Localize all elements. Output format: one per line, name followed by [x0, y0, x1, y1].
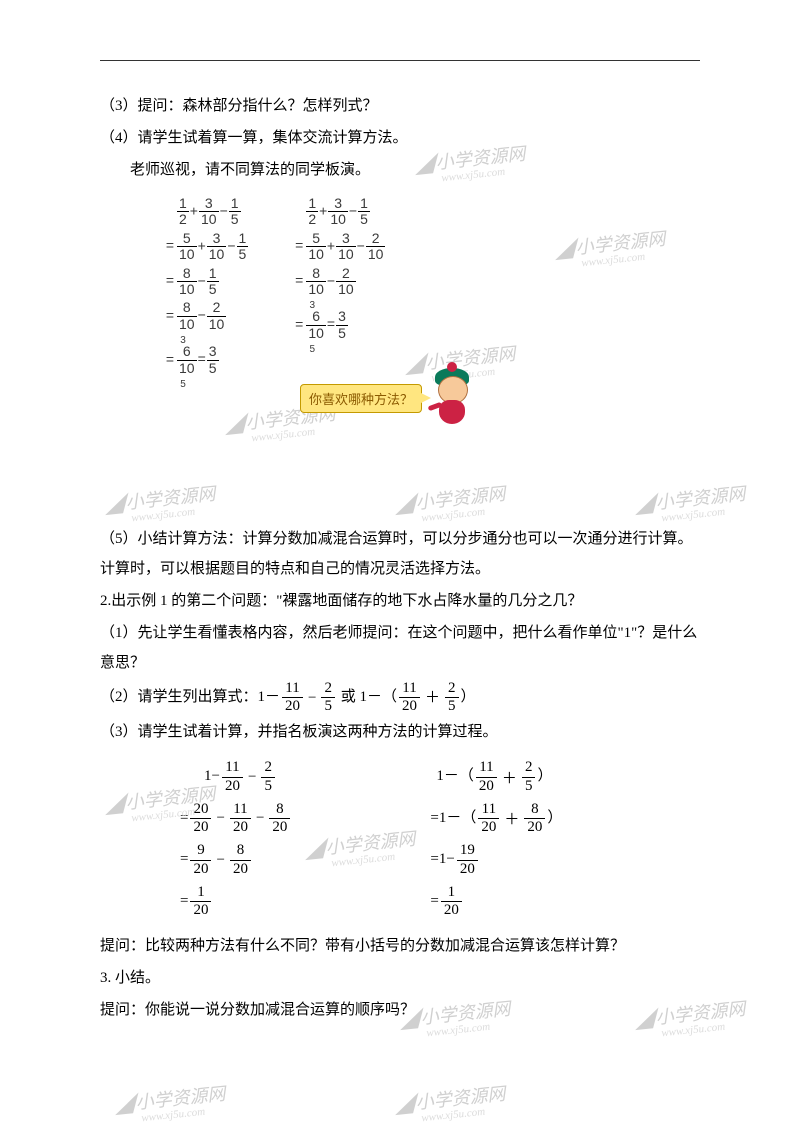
line-summary-3: 3. 小结。 [100, 963, 700, 993]
line-teacher: 老师巡视，请不同算法的同学板演。 [130, 155, 700, 185]
watermark: 小学资源网www.xj5u.com [118, 1080, 227, 1127]
watermark: 小学资源网www.xj5u.com [398, 1080, 507, 1127]
line-7: （1）先让学生看懂表格内容，然后老师提问：在这个问题中，把什么看作单位"1"？是… [100, 618, 700, 678]
line-3: （3）提问：森林部分指什么？怎样列式？ [100, 91, 700, 121]
calc-method-2: 12+310−15 =510+310−210 =810−210 3 =610=3… [289, 193, 386, 359]
line-equation: （2）请学生列出算式：1－1120−25 或 1－（1120＋25） [100, 680, 700, 716]
line-4: （4）请学生试着算一算，集体交流计算方法。 [100, 123, 700, 153]
calculation-figure: 12+310−15 =510+310−15 =810−15 =810−210 3… [160, 193, 700, 394]
line-compare: 提问：比较两种方法有什么不同？带有小括号的分数加减混合运算该怎样计算？ [100, 931, 700, 961]
solution-b: 1－（1120＋25） =1－（1120＋820） =1−1920 =120 [412, 753, 562, 925]
speech-bubble: 你喜欢哪种方法？ [300, 384, 422, 413]
top-rule [100, 60, 700, 61]
mascot-icon [428, 368, 478, 428]
document-page: 小学资源网www.xj5u.com 小学资源网www.xj5u.com 小学资源… [0, 0, 800, 1132]
line-6: 2.出示例 1 的第二个问题："裸露地面储存的地下水占降水量的几分之几？ [100, 586, 700, 616]
line-9: （3）请学生试着计算，并指名板演这两种方法的计算过程。 [100, 717, 700, 747]
speech-bubble-row: 你喜欢哪种方法？ [300, 368, 478, 428]
solution-columns: 1−1120−25 =2020−1120−820 =920−820 =120 1… [100, 753, 700, 925]
line-final-question: 提问：你能说一说分数加减混合运算的顺序吗？ [100, 995, 700, 1025]
solution-a: 1−1120−25 =2020−1120−820 =920−820 =120 [180, 753, 292, 925]
line-5-summary: （5）小结计算方法：计算分数加减混合运算时，可以分步通分也可以一次通分进行计算。… [100, 524, 700, 584]
calc-method-1: 12+310−15 =510+310−15 =810−15 =810−210 3… [160, 193, 249, 394]
